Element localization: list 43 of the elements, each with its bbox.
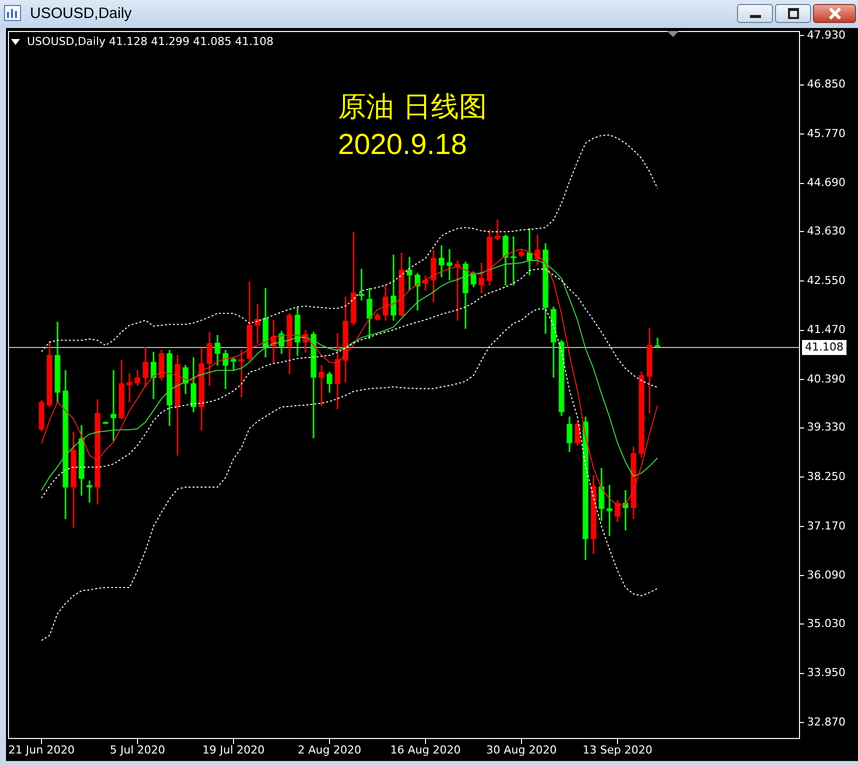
x-tick-label: 30 Aug 2020	[486, 743, 557, 756]
x-tick-label: 16 Aug 2020	[390, 743, 461, 756]
x-tick-label: 13 Sep 2020	[582, 743, 652, 756]
y-tick-label: 32.870	[807, 715, 846, 728]
x-tick-label: 21 Jun 2020	[8, 743, 75, 756]
y-tick-label: 40.390	[807, 372, 846, 386]
ref-line-label: 41.108	[805, 340, 844, 354]
candlestick	[318, 365, 324, 406]
candlestick	[126, 373, 132, 402]
candlestick	[494, 220, 500, 240]
y-tick-label: 42.550	[807, 274, 846, 287]
x-tick-label: 19 Jul 2020	[202, 743, 265, 756]
candlestick	[406, 256, 412, 290]
y-tick-label: 45.770	[807, 126, 846, 140]
y-tick-label: 37.170	[807, 519, 846, 532]
x-tick-label: 5 Jul 2020	[110, 743, 166, 756]
y-tick-label: 43.630	[807, 224, 846, 238]
candlestick	[238, 350, 244, 398]
line-series	[41, 308, 658, 641]
candlestick	[254, 304, 260, 344]
candlestick	[110, 370, 116, 441]
y-tick-label: 46.850	[807, 78, 846, 91]
candlestick	[526, 228, 532, 276]
y-tick-label: 36.090	[807, 568, 846, 582]
y-tick-label: 44.690	[807, 176, 846, 190]
y-tick-label: 38.250	[807, 470, 846, 484]
text: 2020.9.18	[338, 129, 468, 161]
annotation: USOUSD,Daily 41.128 41.299 41.085 41.108	[27, 35, 274, 48]
candlestick	[606, 485, 612, 536]
y-tick-label: 47.930	[807, 28, 846, 42]
candlestick	[358, 268, 364, 300]
y-tick-label: 39.330	[807, 420, 846, 434]
text: USOUSD,Daily	[30, 5, 132, 22]
candlestick	[446, 249, 452, 280]
candlestick	[510, 236, 516, 286]
candlestick	[86, 480, 92, 503]
y-tick-label: 41.470	[807, 323, 846, 336]
candlestick	[654, 338, 660, 348]
x-tick-label: 2 Aug 2020	[298, 743, 362, 756]
text: 原油 日线图	[338, 90, 487, 123]
line-series	[41, 134, 658, 352]
y-tick-label: 35.030	[807, 616, 846, 630]
y-tick-label: 33.950	[807, 666, 846, 680]
